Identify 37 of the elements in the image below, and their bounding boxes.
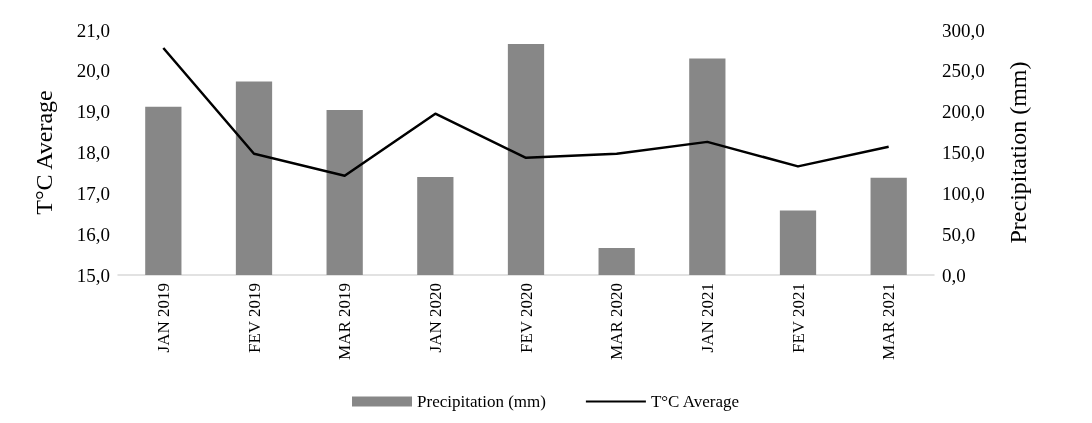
x-tick-label: MAR 2021 — [879, 283, 899, 360]
x-tick-label: FEV 2019 — [244, 283, 264, 354]
bar — [417, 177, 454, 275]
y-tick-label: 17,0 — [76, 182, 110, 204]
bar — [779, 210, 817, 275]
line-series — [162, 46, 890, 178]
x-tick-label: JAN 2021 — [697, 283, 717, 353]
bar — [598, 248, 635, 275]
x-tick-label: JAN 2020 — [425, 283, 445, 353]
y2-tick-label: 250,0 — [942, 60, 985, 82]
y-tick-label: 16,0 — [76, 223, 110, 245]
bar — [870, 177, 907, 275]
y-tick-label: 20,0 — [76, 60, 110, 82]
x-tick-label: MAR 2020 — [607, 283, 627, 360]
bar — [235, 81, 273, 275]
y2-axis-title: Precipitation (mm) — [1005, 61, 1031, 244]
bar — [689, 58, 726, 275]
y-axis-title: T°C Average — [31, 90, 57, 215]
y2-tick-label: 200,0 — [942, 101, 985, 123]
y2-tick-label: 0,0 — [942, 264, 966, 286]
legend-label: T°C Average — [650, 392, 740, 411]
x-tick-label: FEV 2020 — [516, 283, 536, 354]
y-tick-label: 15,0 — [76, 264, 110, 286]
y2-tick-label: 300,0 — [942, 19, 985, 41]
x-tick-label: MAR 2019 — [335, 283, 355, 360]
bar — [145, 106, 182, 275]
y2-tick-label: 100,0 — [942, 182, 985, 204]
x-tick-label: JAN 2019 — [153, 283, 173, 353]
y-tick-label: 21,0 — [76, 19, 110, 41]
y-tick-label: 19,0 — [76, 101, 110, 123]
y-tick-label: 18,0 — [76, 142, 110, 163]
y2-tick-label: 150,0 — [942, 142, 985, 163]
legend-label: Precipitation (mm) — [417, 392, 546, 411]
bar — [326, 110, 363, 275]
bar — [507, 43, 545, 275]
y2-tick-label: 50,0 — [942, 223, 976, 245]
x-tick-label: FEV 2021 — [788, 283, 808, 354]
